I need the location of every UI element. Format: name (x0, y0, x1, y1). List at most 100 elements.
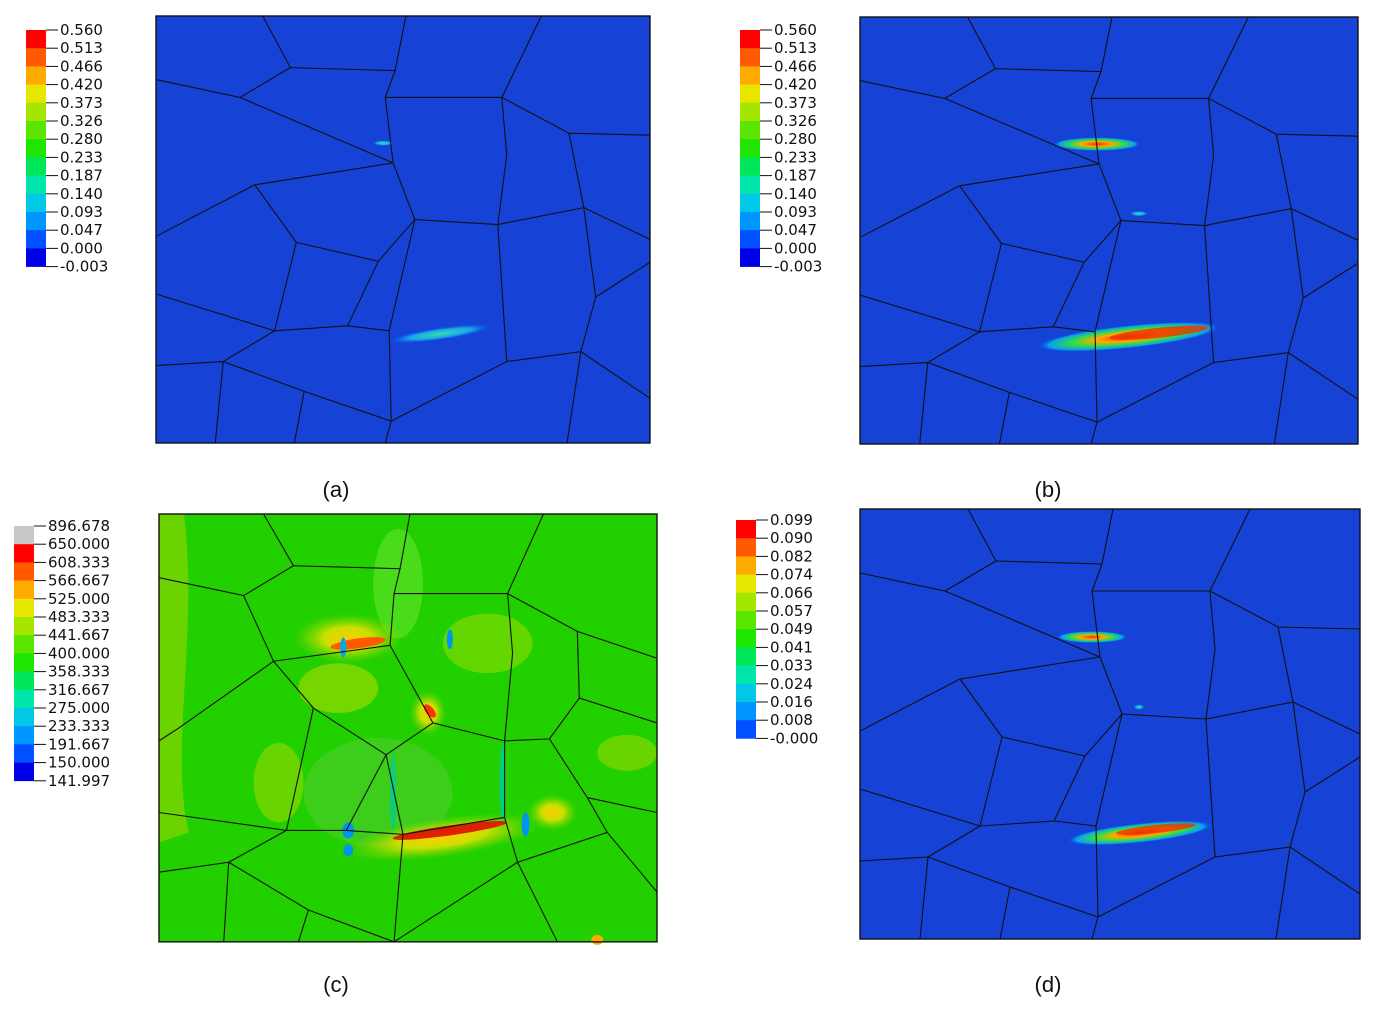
legend-swatch (26, 248, 46, 267)
legend-swatch (740, 48, 760, 67)
legend-label: 233.333 (48, 717, 110, 735)
legend-swatch (14, 762, 34, 782)
legend-label: 0.099 (770, 511, 813, 529)
legend-label: 0.047 (60, 221, 103, 239)
legend-label: 275.000 (48, 699, 110, 717)
legend-swatch (14, 689, 34, 709)
legend-label: 0.280 (60, 130, 103, 148)
legend-swatch (26, 175, 46, 195)
caption-c: (c) (323, 972, 349, 997)
legend-swatch (14, 562, 34, 581)
legend-c: 896.678650.000608.333566.667525.000483.3… (14, 517, 110, 790)
legend-label: 441.667 (48, 626, 110, 644)
legend-label: 358.333 (48, 663, 110, 681)
legend-swatch (736, 556, 756, 575)
legend-swatch (26, 48, 46, 67)
caption-d: (d) (1035, 972, 1062, 997)
legend-swatch (740, 248, 760, 267)
legend-label: 0.513 (774, 39, 817, 57)
legend-swatch (26, 212, 46, 231)
legend-label: 0.140 (60, 185, 103, 203)
legend-label: 0.066 (770, 584, 813, 602)
legend-label: 0.074 (770, 566, 813, 584)
panel-c: 896.678650.000608.333566.667525.000483.3… (14, 513, 658, 997)
legend-swatch (736, 520, 756, 539)
legend-label: 0.560 (60, 21, 103, 39)
legend-b: 0.5600.5130.4660.4200.3730.3260.2800.233… (740, 21, 822, 276)
legend-label: 0.049 (770, 620, 813, 638)
legend-swatch (740, 212, 760, 231)
legend-swatch (26, 30, 46, 49)
legend-label: 0.057 (770, 602, 813, 620)
legend-label: 0.187 (60, 167, 103, 185)
legend-swatch (14, 726, 34, 745)
panel-a: 0.5600.5130.4660.4200.3730.3260.2800.233… (26, 15, 651, 502)
legend-swatch (26, 230, 46, 249)
legend-a: 0.5600.5130.4660.4200.3730.3260.2800.233… (26, 21, 108, 276)
legend-swatch (736, 538, 756, 557)
legend-swatch (740, 157, 760, 176)
legend-swatch (740, 66, 760, 85)
legend-label: 0.093 (60, 203, 103, 221)
legend-swatch (14, 635, 34, 654)
legend-swatch (736, 665, 756, 685)
legend-label: 0.187 (774, 167, 817, 185)
legend-swatch (736, 592, 756, 612)
legend-label: 0.233 (60, 148, 103, 166)
legend-label: 191.667 (48, 735, 110, 753)
legend-swatch (740, 121, 760, 140)
legend-label: 0.420 (774, 76, 817, 94)
legend-swatch (14, 526, 34, 545)
legend-label: 483.333 (48, 608, 110, 626)
legend-swatch (14, 708, 34, 727)
legend-label: 0.140 (774, 185, 817, 203)
legend-label: 141.997 (48, 772, 110, 790)
legend-label: 0.420 (60, 76, 103, 94)
legend-label: 0.280 (774, 130, 817, 148)
legend-swatch (14, 744, 34, 763)
legend-swatch (14, 653, 34, 672)
contour-plot-a (155, 15, 651, 444)
legend-label: -0.003 (774, 258, 822, 276)
legend-swatch (740, 84, 760, 104)
legend-swatch (26, 157, 46, 176)
legend-swatch (740, 139, 760, 158)
legend-swatch (736, 611, 756, 630)
legend-label: 0.513 (60, 39, 103, 57)
legend-swatch (736, 629, 756, 648)
legend-label: 0.000 (774, 239, 817, 257)
legend-label: 0.093 (774, 203, 817, 221)
legend-swatch (14, 617, 34, 636)
legend-swatch (740, 30, 760, 49)
contour-plot-d (859, 508, 1361, 940)
legend-swatch (736, 647, 756, 666)
legend-swatch (26, 193, 46, 213)
legend-swatch (736, 702, 756, 721)
legend-swatch (736, 574, 756, 594)
legend-swatch (736, 683, 756, 703)
legend-swatch (26, 121, 46, 140)
legend-swatch (26, 139, 46, 158)
legend-swatch (740, 230, 760, 249)
legend-swatch (736, 720, 756, 739)
legend-label: 525.000 (48, 590, 110, 608)
legend-label: 0.082 (770, 547, 813, 565)
legend-swatch (26, 84, 46, 104)
legend-d: 0.0990.0900.0820.0740.0660.0570.0490.041… (736, 511, 818, 747)
legend-label: 0.466 (60, 57, 103, 75)
panel-b: 0.5600.5130.4660.4200.3730.3260.2800.233… (740, 16, 1359, 502)
legend-label: 0.033 (770, 657, 813, 675)
panel-d: 0.0990.0900.0820.0740.0660.0570.0490.041… (736, 508, 1361, 997)
legend-swatch (14, 544, 34, 563)
legend-label: 0.000 (60, 239, 103, 257)
legend-label: 608.333 (48, 553, 110, 571)
legend-label: 0.373 (774, 94, 817, 112)
legend-label: 0.047 (774, 221, 817, 239)
legend-label: 566.667 (48, 572, 110, 590)
legend-label: 316.667 (48, 681, 110, 699)
caption-b: (b) (1035, 477, 1062, 502)
legend-swatch (740, 193, 760, 213)
legend-swatch (14, 598, 34, 618)
legend-label: 0.024 (770, 675, 813, 693)
legend-label: 650.000 (48, 535, 110, 553)
